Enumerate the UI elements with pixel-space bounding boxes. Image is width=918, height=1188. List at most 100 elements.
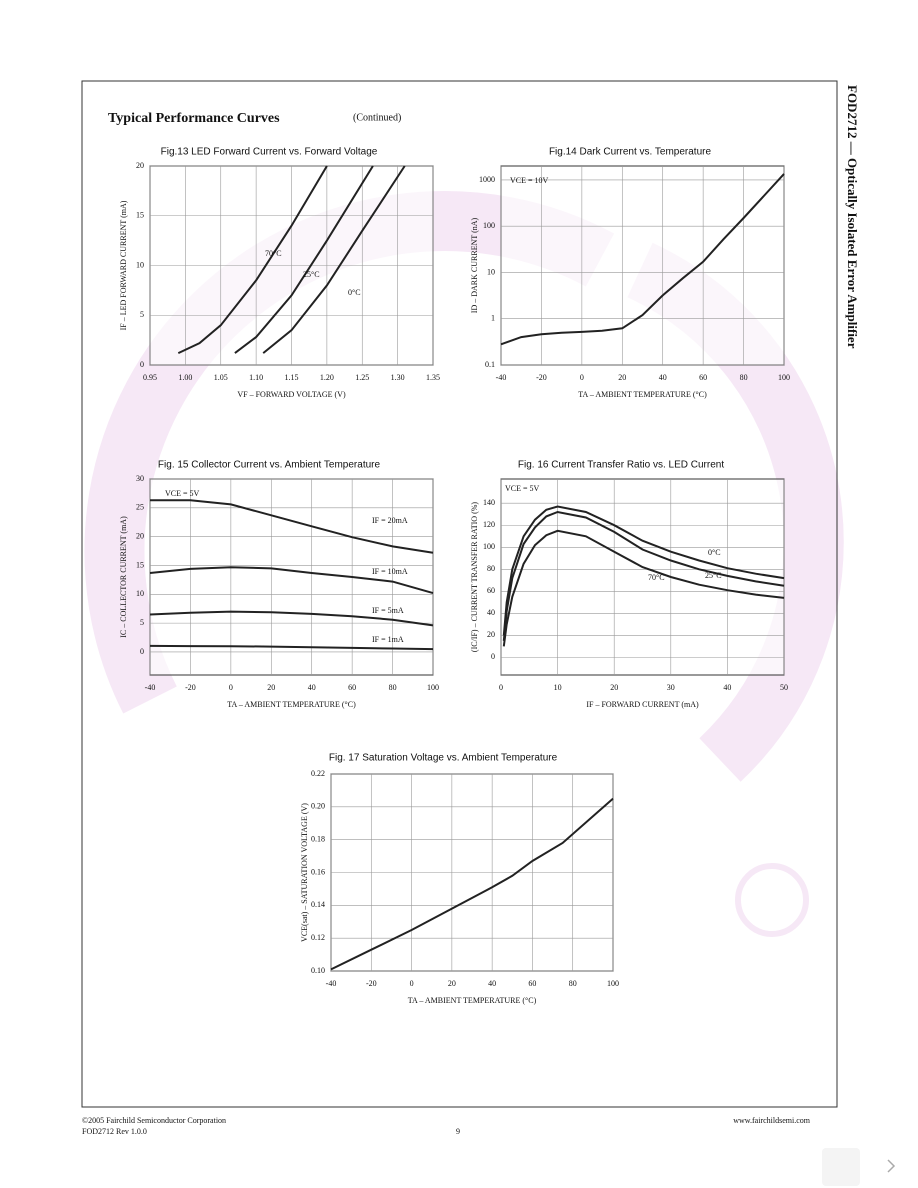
y-tick-label: 140 — [483, 498, 495, 507]
x-tick-label: 80 — [569, 979, 577, 988]
x-axis-label: TA – AMBIENT TEMPERATURE (°C) — [408, 996, 537, 1005]
x-axis-label: VF – FORWARD VOLTAGE (V) — [237, 390, 346, 399]
plot-area — [500, 165, 785, 366]
plot-area — [149, 478, 434, 676]
x-tick-label: 1.25 — [355, 373, 369, 382]
y-tick-label: 1000 — [479, 175, 495, 184]
y-tick-label: 0 — [140, 647, 144, 656]
side-title: FOD2712 — Optically Isolated Error Ampli… — [845, 85, 860, 349]
x-tick-label: -20 — [366, 979, 377, 988]
x-tick-label: 100 — [427, 683, 439, 692]
chart: 0 10 20 30 40 50 0 20 40 60 80 100 120 140 Fig. 16 Cur… — [470, 460, 788, 709]
data-line — [150, 499, 434, 554]
x-tick-label: 40 — [723, 683, 731, 692]
heading: Typical Performance Curves — [108, 111, 280, 126]
subheading: (Continued) — [353, 112, 401, 123]
chart-title: Fig.13 LED Forward Current vs. Forward V… — [161, 147, 378, 158]
y-tick-label: 0.1 — [485, 360, 495, 369]
y-tick-label: 15 — [136, 211, 144, 220]
x-tick-label: 1.00 — [178, 373, 192, 382]
x-tick-label: 1.10 — [249, 373, 263, 382]
x-tick-label: -20 — [536, 373, 547, 382]
y-tick-label: 10 — [136, 589, 144, 598]
y-axis-label: IC – COLLECTOR CURRENT (mA) — [119, 516, 128, 638]
series-label: 70°C — [265, 249, 282, 258]
y-tick-label: 20 — [136, 161, 144, 170]
y-tick-label: 40 — [487, 608, 495, 617]
y-tick-label: 0.16 — [311, 867, 325, 876]
y-axis-label: ID – DARK CURRENT (nA) — [470, 217, 479, 313]
y-tick-label: 120 — [483, 520, 495, 529]
series-label: 25°C — [705, 571, 722, 580]
y-tick-label: 0.12 — [311, 933, 325, 942]
y-tick-label: 10 — [487, 267, 495, 276]
x-tick-label: 80 — [389, 683, 397, 692]
data-line — [500, 173, 785, 346]
y-tick-label: 0.20 — [311, 802, 325, 811]
y-tick-label: 15 — [136, 560, 144, 569]
data-line — [502, 510, 785, 641]
y-tick-label: 0.14 — [311, 900, 325, 909]
chart: -40 -20 0 20 40 60 80 100 0.1 1 10 100 1000 Fig.14 Da… — [470, 147, 790, 399]
website: www.fairchildsemi.com — [733, 1116, 811, 1125]
x-tick-label: 60 — [528, 979, 536, 988]
y-tick-label: 0.10 — [311, 966, 325, 975]
chart: -40 -20 0 20 40 60 80 100 0 5 10 15 20 25 30 Fig. 15 Co… — [119, 460, 439, 709]
series-label: IF = 5mA — [372, 606, 404, 615]
x-tick-label: 0.95 — [143, 373, 157, 382]
copyright: ©2005 Fairchild Semiconductor Corporatio… — [82, 1116, 226, 1125]
next-arrow[interactable] — [887, 1159, 896, 1173]
x-tick-label: 1.15 — [285, 373, 299, 382]
chart-title: Fig.14 Dark Current vs. Temperature — [549, 147, 712, 158]
y-tick-label: 25 — [136, 503, 144, 512]
watermark-circle — [735, 863, 809, 937]
annotation: VCE = 10V — [510, 176, 549, 185]
x-tick-label: 0 — [410, 979, 414, 988]
data-line — [502, 529, 785, 647]
x-tick-label: 20 — [267, 683, 275, 692]
series-label: IF = 1mA — [372, 635, 404, 644]
annotation: VCE = 5V — [505, 484, 540, 493]
y-tick-label: 80 — [487, 564, 495, 573]
x-tick-label: 40 — [488, 979, 496, 988]
x-tick-label: -40 — [496, 373, 507, 382]
y-axis-label: IF – LED FORWARD CURRENT (mA) — [119, 200, 128, 330]
data-line — [234, 165, 374, 354]
page-number: 9 — [456, 1127, 460, 1136]
x-axis-label: TA – AMBIENT TEMPERATURE (°C) — [227, 700, 356, 709]
y-tick-label: 5 — [140, 310, 144, 319]
data-line — [330, 797, 614, 971]
x-tick-label: 1.20 — [320, 373, 334, 382]
x-tick-label: 0 — [580, 373, 584, 382]
series-label: IF = 10mA — [372, 567, 408, 576]
x-tick-label: 40 — [659, 373, 667, 382]
page-border — [81, 80, 838, 1108]
y-tick-label: 10 — [136, 260, 144, 269]
y-tick-label: 0.22 — [311, 769, 325, 778]
data-line — [149, 610, 434, 627]
y-tick-label: 20 — [487, 630, 495, 639]
chart-title: Fig. 16 Current Transfer Ratio vs. LED C… — [518, 460, 724, 471]
x-tick-label: 20 — [448, 979, 456, 988]
data-line — [177, 165, 328, 355]
chart-title: Fig. 17 Saturation Voltage vs. Ambient T… — [329, 753, 558, 764]
y-tick-label: 60 — [487, 586, 495, 595]
series-label: 70°C — [648, 573, 665, 582]
y-tick-label: 100 — [483, 542, 495, 551]
y-axis-label: (IC/IF) – CURRENT TRANSFER RATIO (%) — [470, 502, 479, 652]
data-line — [149, 566, 434, 595]
x-tick-label: 100 — [778, 373, 790, 382]
x-tick-label: 50 — [780, 683, 788, 692]
chart: -40 -20 0 20 40 60 80 100 0.10 0.12 0.14 0.16 0.18 0.… — [300, 753, 619, 1005]
x-tick-label: 60 — [699, 373, 707, 382]
x-tick-label: 1.35 — [426, 373, 440, 382]
y-tick-label: 20 — [136, 531, 144, 540]
viewer-icon — [822, 1148, 860, 1186]
series-label: 25°C — [303, 270, 320, 279]
x-tick-label: 10 — [554, 683, 562, 692]
x-tick-label: 0 — [229, 683, 233, 692]
x-tick-label: 40 — [308, 683, 316, 692]
x-axis-label: TA – AMBIENT TEMPERATURE (°C) — [578, 390, 707, 399]
x-axis-label: IF – FORWARD CURRENT (mA) — [586, 700, 699, 709]
